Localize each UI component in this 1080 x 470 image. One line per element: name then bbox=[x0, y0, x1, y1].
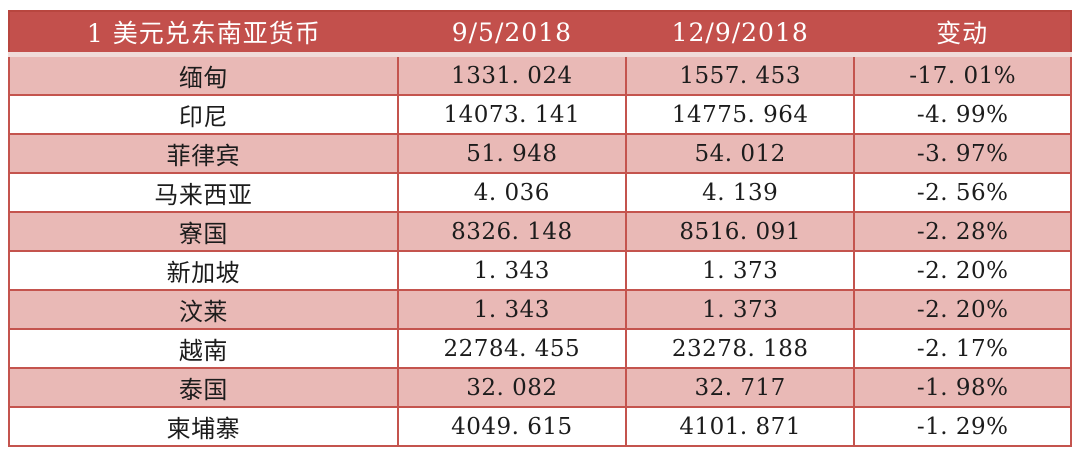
cell-change: -2. 20% bbox=[853, 250, 1072, 291]
cell-rate-new: 32. 717 bbox=[625, 367, 856, 408]
cell-rate-new: 8516. 091 bbox=[625, 211, 856, 252]
table-row: 寮国 8326. 148 8516. 091 -2. 28% bbox=[8, 211, 1072, 252]
cell-currency: 寮国 bbox=[8, 211, 399, 252]
cell-change: -2. 17% bbox=[853, 328, 1072, 369]
cell-currency: 泰国 bbox=[8, 367, 399, 408]
table-row: 印尼 14073. 141 14775. 964 -4. 99% bbox=[8, 94, 1072, 135]
cell-rate-old: 1331. 024 bbox=[396, 53, 628, 96]
cell-rate-new: 54. 012 bbox=[625, 133, 856, 174]
table-row: 缅甸 1331. 024 1557. 453 -17. 01% bbox=[8, 53, 1072, 96]
table-header-row: 1 美元兑东南亚货币 9/5/2018 12/9/2018 变动 bbox=[9, 11, 1071, 57]
cell-rate-old: 14073. 141 bbox=[396, 94, 628, 135]
cell-change: -2. 20% bbox=[853, 289, 1072, 330]
col-header-change: 变动 bbox=[854, 11, 1071, 57]
cell-change: -1. 98% bbox=[853, 367, 1072, 408]
cell-change: -2. 28% bbox=[853, 211, 1072, 252]
cell-rate-new: 14775. 964 bbox=[625, 94, 856, 135]
table-row: 泰国 32. 082 32. 717 -1. 98% bbox=[8, 367, 1072, 408]
cell-rate-old: 51. 948 bbox=[396, 133, 628, 174]
currency-exchange-table: 1 美元兑东南亚货币 9/5/2018 12/9/2018 变动 缅甸 1331… bbox=[8, 10, 1072, 447]
currency-table-container: 1 美元兑东南亚货币 9/5/2018 12/9/2018 变动 缅甸 1331… bbox=[8, 10, 1072, 447]
table-row: 汶莱 1. 343 1. 373 -2. 20% bbox=[8, 289, 1072, 330]
col-header-date-old: 9/5/2018 bbox=[397, 11, 627, 57]
cell-currency: 马来西亚 bbox=[8, 172, 399, 213]
cell-currency: 新加坡 bbox=[8, 250, 399, 291]
table-row: 越南 22784. 455 23278. 188 -2. 17% bbox=[8, 328, 1072, 369]
table-row: 马来西亚 4. 036 4. 139 -2. 56% bbox=[8, 172, 1072, 213]
col-header-currency: 1 美元兑东南亚货币 bbox=[9, 11, 398, 57]
cell-currency: 汶莱 bbox=[8, 289, 399, 330]
cell-rate-old: 8326. 148 bbox=[396, 211, 628, 252]
cell-change: -1. 29% bbox=[853, 406, 1072, 447]
cell-rate-old: 4049. 615 bbox=[396, 406, 628, 447]
cell-currency: 印尼 bbox=[8, 94, 399, 135]
table-row: 柬埔寨 4049. 615 4101. 871 -1. 29% bbox=[8, 406, 1072, 447]
table-row: 新加坡 1. 343 1. 373 -2. 20% bbox=[8, 250, 1072, 291]
cell-change: -2. 56% bbox=[853, 172, 1072, 213]
cell-rate-new: 4101. 871 bbox=[625, 406, 856, 447]
table-row: 菲律宾 51. 948 54. 012 -3. 97% bbox=[8, 133, 1072, 174]
cell-rate-old: 1. 343 bbox=[396, 250, 628, 291]
col-header-date-new: 12/9/2018 bbox=[626, 11, 855, 57]
cell-rate-old: 4. 036 bbox=[396, 172, 628, 213]
cell-rate-new: 1. 373 bbox=[625, 289, 856, 330]
cell-currency: 缅甸 bbox=[8, 53, 399, 96]
cell-change: -3. 97% bbox=[853, 133, 1072, 174]
cell-rate-new: 4. 139 bbox=[625, 172, 856, 213]
cell-rate-new: 1. 373 bbox=[625, 250, 856, 291]
cell-currency: 越南 bbox=[8, 328, 399, 369]
cell-currency: 菲律宾 bbox=[8, 133, 399, 174]
cell-currency: 柬埔寨 bbox=[8, 406, 399, 447]
cell-change: -4. 99% bbox=[853, 94, 1072, 135]
cell-rate-old: 1. 343 bbox=[396, 289, 628, 330]
table-body: 缅甸 1331. 024 1557. 453 -17. 01% 印尼 14073… bbox=[8, 53, 1072, 447]
cell-change: -17. 01% bbox=[853, 53, 1072, 96]
cell-rate-new: 1557. 453 bbox=[625, 53, 856, 96]
cell-rate-old: 32. 082 bbox=[396, 367, 628, 408]
cell-rate-old: 22784. 455 bbox=[396, 328, 628, 369]
cell-rate-new: 23278. 188 bbox=[625, 328, 856, 369]
